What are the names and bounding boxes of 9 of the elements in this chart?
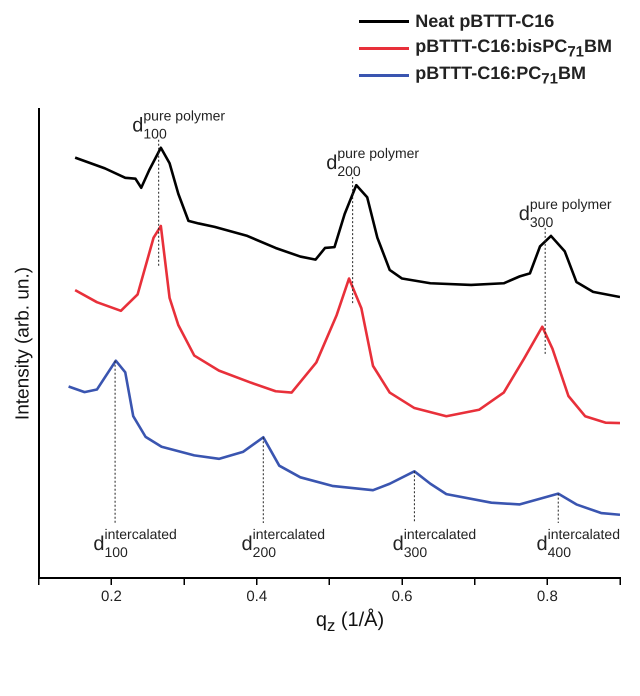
x-tick-label: 0.6 bbox=[392, 588, 412, 606]
x-tick-label: 0.4 bbox=[246, 588, 268, 606]
legend-label: Neat pBTTT-C16 bbox=[415, 11, 554, 32]
legend-label: pBTTT-C16:bisPC$_{71}$BM bbox=[415, 36, 612, 61]
x-axis-title: q$_{z}$ (1/Å) bbox=[314, 609, 386, 636]
x-tick-label: 0.2 bbox=[101, 588, 122, 606]
y-axis-title: Intensity (arb. un.) bbox=[12, 266, 34, 420]
x-tick-label: 0.8 bbox=[536, 588, 558, 606]
legend-label: pBTTT-C16:PC$_{71}$BM bbox=[415, 63, 586, 88]
